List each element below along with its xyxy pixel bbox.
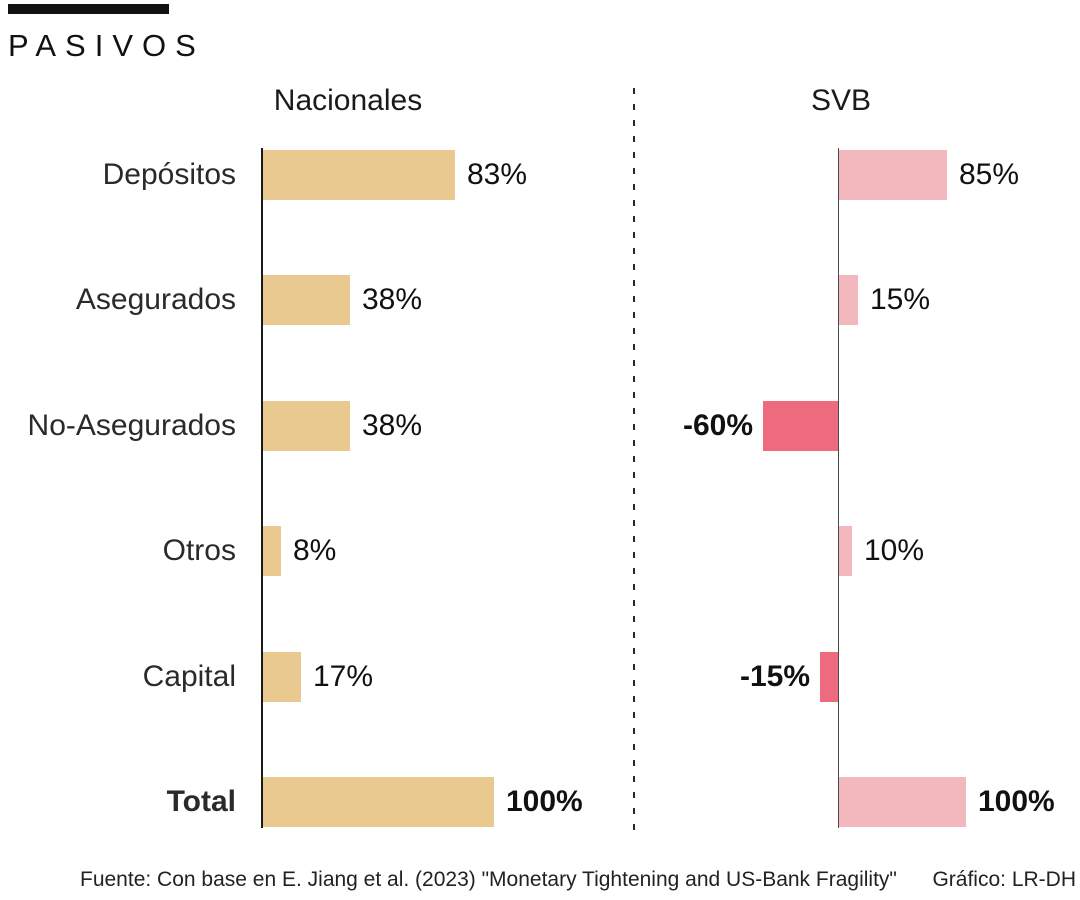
nacionales-value-label: 17% bbox=[313, 660, 374, 693]
nacionales-axis-line bbox=[261, 148, 263, 828]
svb-bar bbox=[820, 652, 839, 702]
panel-header-nacionales: Nacionales bbox=[273, 84, 423, 117]
svb-value-label: -60% bbox=[682, 409, 753, 442]
title-accent-bar bbox=[8, 4, 169, 14]
svb-value-label: -15% bbox=[739, 660, 810, 693]
svb-bar bbox=[839, 275, 858, 325]
svb-value-label: 15% bbox=[870, 283, 931, 316]
nacionales-value-label: 83% bbox=[467, 158, 528, 191]
svb-bar bbox=[839, 777, 966, 827]
nacionales-value-label: 100% bbox=[506, 785, 583, 818]
footer-credit: Gráfico: LR-DH bbox=[932, 868, 1076, 891]
category-label: Capital bbox=[142, 660, 236, 693]
category-label: Depósitos bbox=[102, 158, 236, 191]
svb-value-label: 85% bbox=[959, 158, 1020, 191]
svb-bar bbox=[839, 526, 852, 576]
nacionales-value-label: 38% bbox=[362, 409, 423, 442]
footer: Fuente: Con base en E. Jiang et al. (202… bbox=[80, 868, 1076, 892]
nacionales-bar bbox=[262, 777, 494, 827]
category-label: Otros bbox=[162, 534, 236, 567]
nacionales-bar bbox=[262, 652, 301, 702]
svb-value-label: 100% bbox=[978, 785, 1055, 818]
category-label: Asegurados bbox=[75, 283, 236, 316]
category-label: Total bbox=[166, 785, 236, 818]
svb-axis-line bbox=[838, 148, 839, 828]
nacionales-bar bbox=[262, 401, 350, 451]
panel-header-svb: SVB bbox=[810, 84, 872, 117]
footer-source: Fuente: Con base en E. Jiang et al. (202… bbox=[80, 868, 897, 891]
nacionales-value-label: 38% bbox=[362, 283, 423, 316]
svb-bar bbox=[839, 150, 947, 200]
nacionales-bar bbox=[262, 526, 281, 576]
nacionales-bar bbox=[262, 150, 455, 200]
category-label: No-Asegurados bbox=[27, 409, 236, 442]
nacionales-value-label: 8% bbox=[293, 534, 337, 567]
svb-value-label: 10% bbox=[864, 534, 925, 567]
page-title: PASIVOS bbox=[8, 28, 205, 63]
nacionales-bar bbox=[262, 275, 350, 325]
panel-divider-dashed-line bbox=[633, 88, 635, 836]
svb-bar bbox=[763, 401, 839, 451]
